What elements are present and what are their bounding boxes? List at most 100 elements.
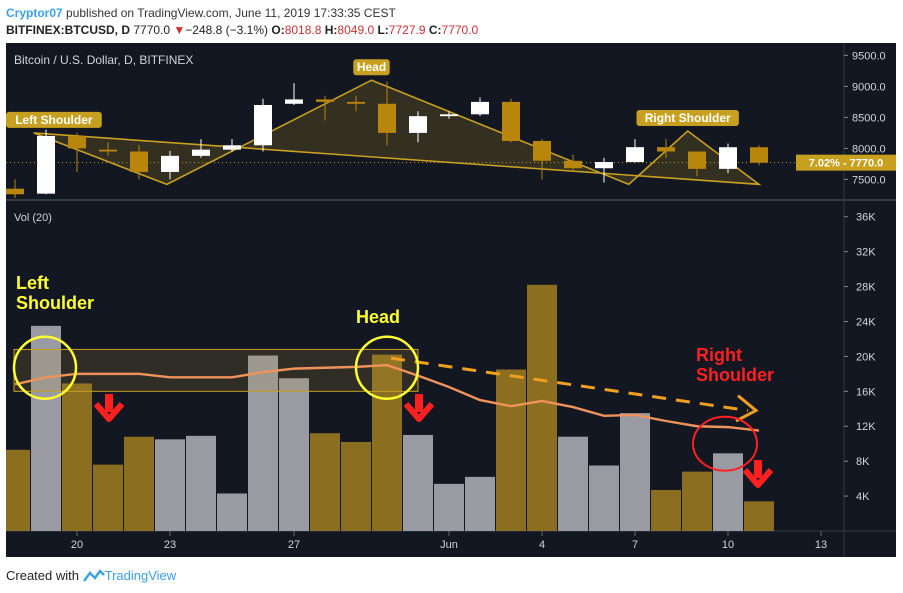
x-tick-label: 27	[288, 539, 300, 551]
change-value: −248.8 (−3.1%)	[185, 23, 269, 37]
volume-bar	[279, 378, 309, 531]
volume-annotation-text: Right	[696, 345, 742, 365]
volume-tick-label: 12K	[856, 421, 876, 433]
volume-bar	[434, 483, 464, 531]
candle-body	[254, 105, 272, 146]
open-label: O:	[271, 23, 285, 37]
candle-body	[161, 155, 179, 172]
author-link[interactable]: Cryptor07	[6, 6, 63, 20]
volume-bar	[403, 434, 433, 531]
x-tick-label: 7	[632, 539, 638, 551]
candle-body	[595, 162, 613, 169]
price-pane-title: Bitcoin / U.S. Dollar, D, BITFINEX	[14, 53, 193, 67]
volume-bar	[62, 383, 92, 531]
publish-info: Cryptor07 published on TradingView.com, …	[6, 6, 396, 20]
x-tick-label: 23	[164, 539, 176, 551]
volume-tick-label: 32K	[856, 247, 876, 259]
dashed-trend-arrowhead	[735, 394, 759, 423]
volume-tick-label: 8K	[856, 456, 870, 468]
volume-bar	[248, 355, 278, 531]
symbol-label: BITFINEX:BTCUSD, D	[6, 23, 130, 37]
volume-bar	[372, 354, 402, 531]
left-shoulder-circle	[12, 335, 78, 401]
price-tick-label: 7500.0	[852, 174, 886, 186]
last-price: 7770.0	[133, 23, 171, 37]
volume-tick-label: 20K	[856, 351, 876, 363]
pattern-label-pill	[353, 59, 390, 76]
volume-tick-label: 24K	[856, 316, 876, 328]
candle-body	[130, 151, 148, 172]
candle-body	[719, 147, 737, 169]
x-tick-label: 13	[815, 539, 827, 551]
volume-bar	[651, 489, 681, 531]
candle-body	[626, 147, 644, 163]
x-tick-label: 4	[539, 539, 545, 551]
red-down-arrow-icon	[93, 394, 125, 422]
candle-body	[688, 151, 706, 169]
candle-body	[6, 188, 24, 195]
published-text: published on TradingView.com, June 11, 2…	[66, 6, 396, 20]
ohlc-line: BITFINEX:BTCUSD, D 7770.0 ▼−248.8 (−3.1%…	[6, 23, 478, 37]
volume-bar	[155, 439, 185, 531]
volume-bar	[124, 436, 154, 531]
x-tick-label: 20	[71, 539, 83, 551]
red-down-arrow-icon	[742, 460, 774, 488]
candle-body	[378, 103, 396, 133]
volume-bar	[93, 464, 123, 531]
candle-body	[285, 99, 303, 104]
high-value: 8049.0	[337, 23, 375, 37]
pattern-label: Left Shoulder	[15, 113, 93, 127]
volume-bar	[744, 501, 774, 531]
low-value: 7727.9	[388, 23, 426, 37]
volume-bar	[31, 325, 61, 531]
volume-bar	[310, 433, 340, 531]
dashed-trend-arrow	[390, 356, 749, 413]
volume-tick-label: 16K	[856, 386, 876, 398]
volume-tick-label: 28K	[856, 282, 876, 294]
candle-body	[347, 101, 365, 104]
volume-annotation-text: Shoulder	[16, 293, 94, 313]
volume-pane-title: Vol (20)	[14, 212, 52, 224]
open-value: 8018.8	[284, 23, 322, 37]
volume-bar	[682, 471, 712, 531]
candle-body	[223, 145, 241, 150]
right-shoulder-ellipse	[692, 415, 758, 472]
volume-bar	[217, 493, 247, 531]
close-label: C:	[428, 23, 442, 37]
price-tick-label: 8500.0	[852, 112, 886, 124]
chart-area[interactable]: 20 23 27 Jun 4 7 10 13 9500.0 9000.0 8500.0 8000.0 7…	[0, 43, 896, 557]
volume-tick-label: 36K	[856, 212, 876, 224]
price-badge	[796, 154, 896, 171]
pattern-label-pill	[6, 111, 102, 128]
head-shoulders-pattern	[33, 79, 762, 186]
volume-bar	[341, 441, 371, 531]
chart-svg[interactable]: 20 23 27 Jun 4 7 10 13 9500.0 9000.0 8500.0 8000.0 7…	[0, 43, 896, 557]
pattern-label-pill	[636, 110, 739, 127]
footer: Created with TradingView	[6, 568, 176, 586]
price-badge-text: 7.02% - 7770.0	[809, 158, 884, 170]
candle-body	[37, 136, 55, 194]
low-label: L:	[377, 23, 389, 37]
candle-body	[192, 149, 210, 156]
candle-body	[502, 101, 520, 141]
volume-bar	[0, 449, 30, 531]
down-arrow-icon: ▼	[173, 23, 186, 37]
candle-body	[316, 99, 334, 102]
volume-annotation-text: Shoulder	[696, 365, 774, 385]
x-tick-label: Jun	[440, 539, 458, 551]
volume-bar	[186, 435, 216, 531]
volume-annotation-text: Left	[16, 273, 49, 293]
candle-body	[657, 147, 675, 152]
candle-body	[99, 149, 117, 152]
pattern-label: Head	[357, 60, 386, 74]
created-with-text: Created with	[6, 568, 79, 583]
volume-highlight-box	[13, 348, 419, 392]
volume-bar	[465, 476, 495, 531]
volume-bar	[527, 284, 557, 531]
pattern-label: Right Shoulder	[645, 111, 731, 125]
tradingview-brand[interactable]: TradingView	[104, 568, 177, 583]
volume-tick-label: 4K	[856, 491, 870, 503]
volume-bar	[620, 413, 650, 531]
red-down-arrow-icon	[403, 394, 435, 422]
volume-annotation-text: Head	[356, 307, 400, 327]
